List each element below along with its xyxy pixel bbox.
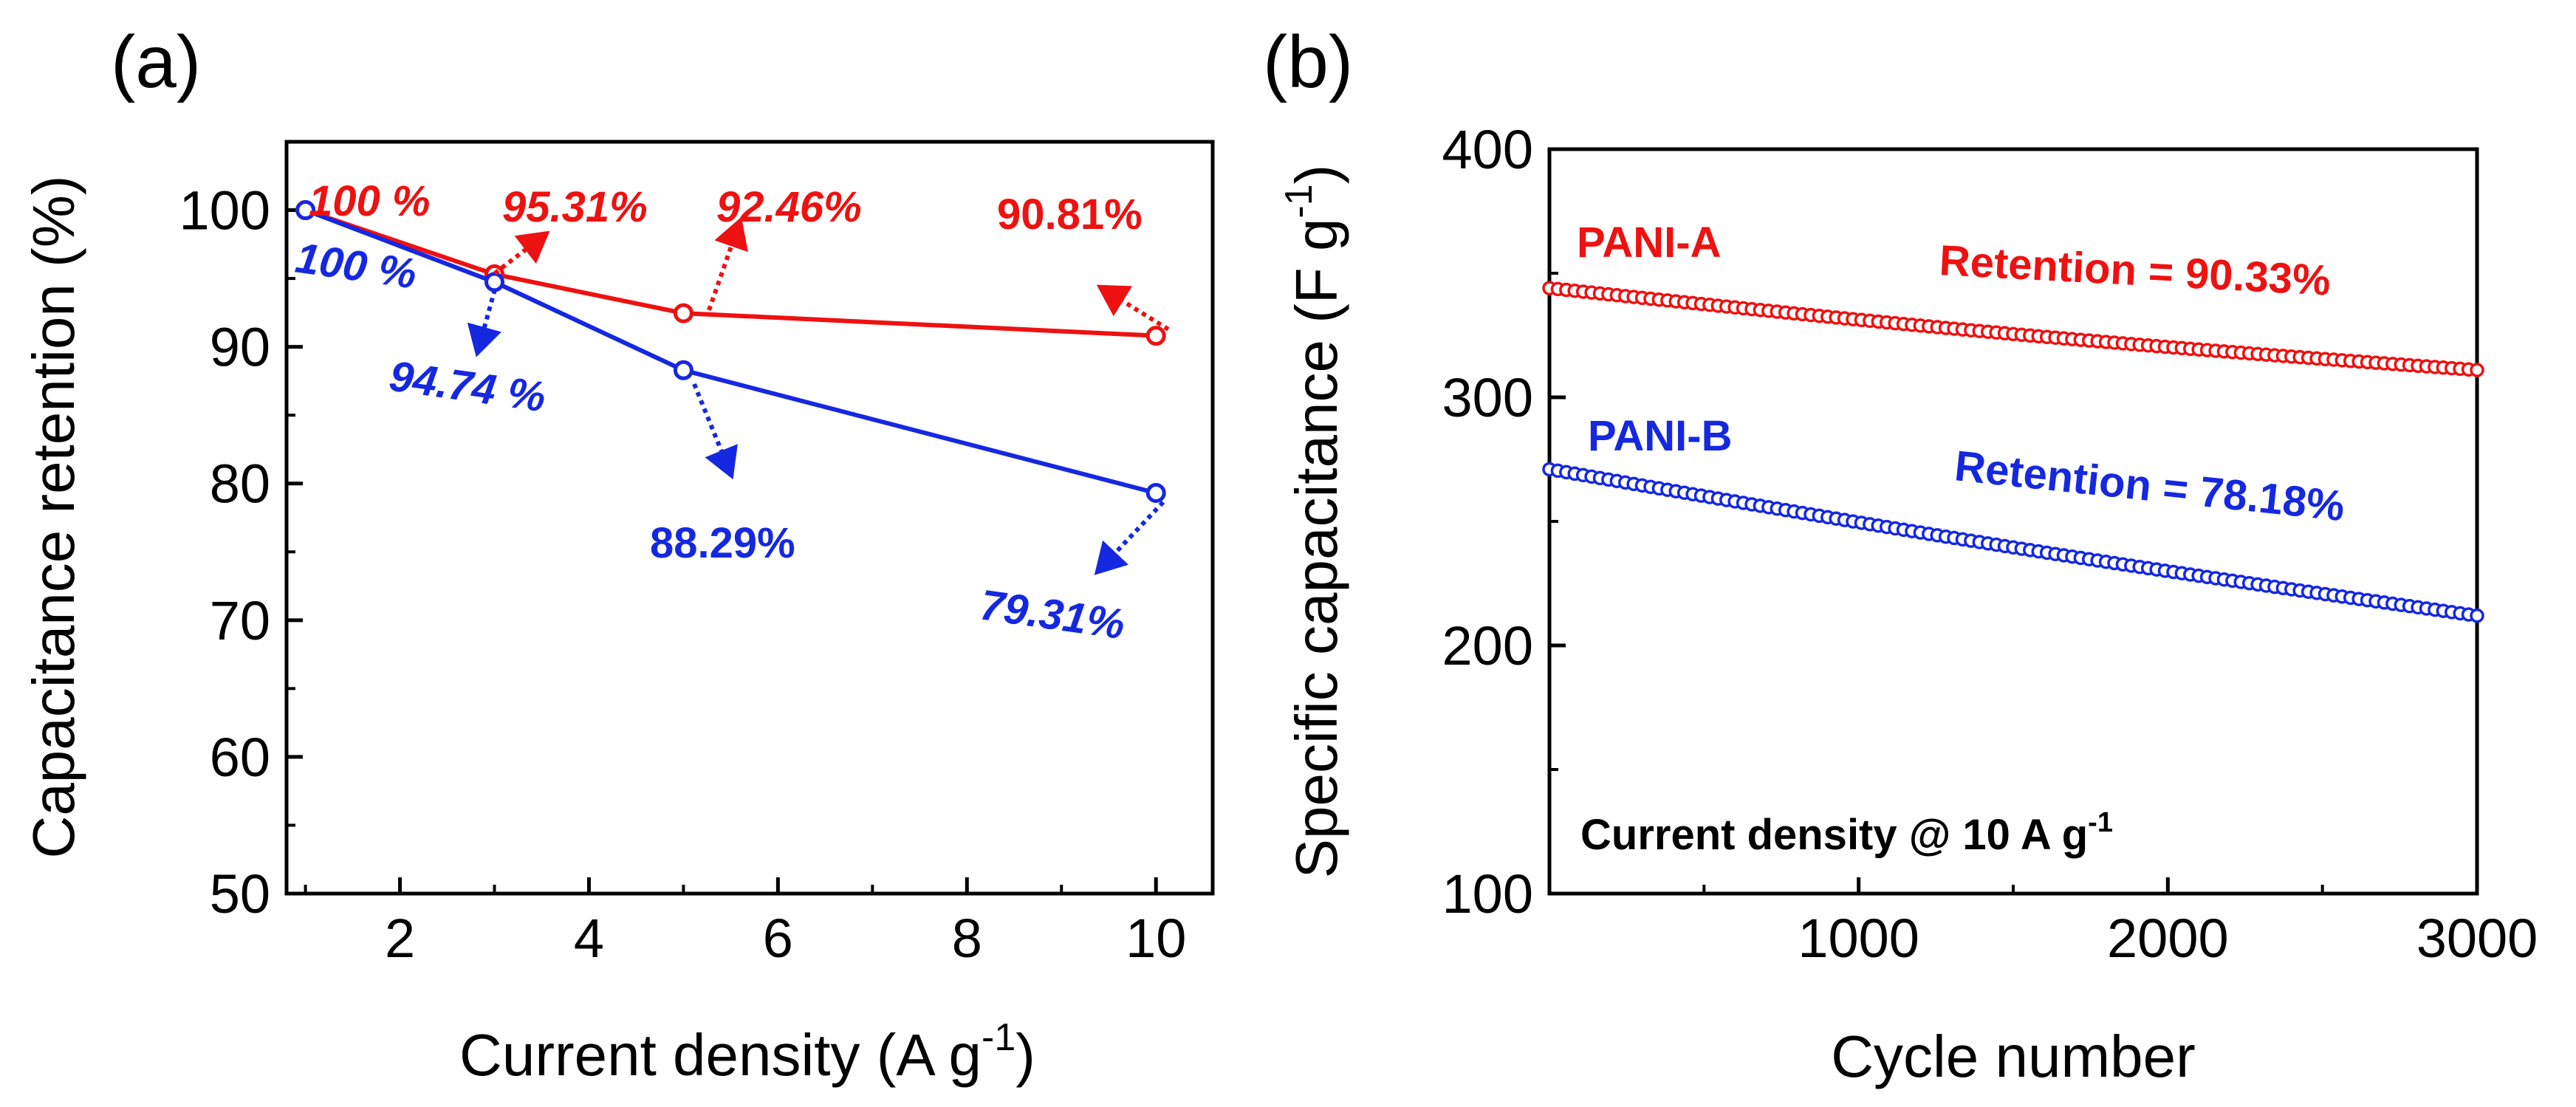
arrow-red-95 <box>493 230 550 275</box>
panel-b-x-tick-label: 2000 <box>2107 908 2229 969</box>
panel-a-x-tick-label: 6 <box>763 908 793 969</box>
current-density-annotation: Current density @ 10 A g-1 <box>1580 807 2113 859</box>
panel-a-point-pani-a <box>673 303 693 323</box>
panel-a-y-tick-label: 70 <box>210 590 270 651</box>
panel-a-y-axis-title: Capacitance retention (%) <box>21 176 86 859</box>
panel-a-x-title-end: ) <box>1015 1022 1035 1088</box>
panel-b-y-title-sup: -1 <box>1278 184 1320 218</box>
label-red-100: 100 % <box>309 177 430 225</box>
panel-a-x-tick-label: 2 <box>385 908 415 969</box>
panel-a-y-tick-label: 50 <box>210 863 270 925</box>
label-red-92: 92.46% <box>716 183 862 231</box>
panel-a-x-ticks: 2 4 6 8 10 <box>304 877 1186 969</box>
label-retention-b: Retention = 78.18% <box>1953 442 2347 530</box>
arrow-blue-79 <box>1094 500 1165 575</box>
panel-b-point-pani-a <box>2470 363 2484 377</box>
panel-a-x-tick-label: 8 <box>952 908 982 969</box>
panel-b-point-pani-b <box>2470 608 2484 623</box>
panel-a-x-title-main: Current density (A g <box>459 1022 982 1088</box>
panel-a-y-tick-label: 100 <box>179 180 270 241</box>
label-red-95: 95.31% <box>502 183 648 231</box>
label-red-90: 90.81% <box>997 191 1143 239</box>
arrow-red-92 <box>707 216 748 311</box>
panel-b: (b) 100 200 300 400 1000 2000 3000 Specific c… <box>1263 21 2538 1089</box>
panel-b-y-title-end: ) <box>1284 165 1349 185</box>
arrow-blue-88 <box>692 383 738 480</box>
panel-b-y-axis-title: Specific capacitance (F g-1) <box>1278 165 1349 879</box>
panel-a-x-axis-title: Current density (A g-1) <box>459 1016 1035 1088</box>
current-density-sup: -1 <box>2088 807 2113 838</box>
panel-b-y-tick-label: 300 <box>1442 367 1533 428</box>
panel-b-y-ticks: 100 200 300 400 <box>1442 119 1566 925</box>
arrow-blue-94 <box>467 289 502 357</box>
panel-a-y-tick-label: 80 <box>210 453 270 515</box>
panel-b-y-tick-label: 100 <box>1442 863 1533 925</box>
panel-b-label: (b) <box>1263 21 1353 103</box>
panel-b-x-tick-label: 3000 <box>2416 908 2538 969</box>
panel-b-x-ticks: 1000 2000 3000 <box>1702 877 2538 969</box>
panel-a-line-pani-b <box>304 208 1157 496</box>
label-blue-79: 79.31% <box>977 581 1128 649</box>
panel-a-point-pani-a <box>1145 326 1166 346</box>
panel-a-label: (a) <box>111 21 201 103</box>
panel-a-point-pani-b <box>484 272 505 292</box>
panel-a-x-tick-label: 10 <box>1126 908 1186 969</box>
panel-a-x-tick-label: 4 <box>574 908 604 969</box>
panel-b-y-tick-label: 200 <box>1442 615 1533 676</box>
panel-a-point-pani-b <box>295 200 316 221</box>
panel-a-x-title-sup: -1 <box>982 1016 1015 1059</box>
arrow-red-90 <box>1096 284 1170 332</box>
current-density-text: Current density @ 10 A g <box>1580 811 2088 859</box>
panel-a-line-pani-a <box>304 208 1157 338</box>
panel-b-y-tick-label: 400 <box>1442 119 1533 180</box>
label-retention-a: Retention = 90.33% <box>1938 236 2332 305</box>
panel-a-y-tick-label: 90 <box>210 317 270 378</box>
panel-b-x-axis-title: Cycle number <box>1831 1024 2196 1089</box>
label-pani-b: PANI-B <box>1588 412 1732 460</box>
panel-a-y-tick-label: 60 <box>210 727 270 788</box>
label-blue-88: 88.29% <box>650 519 795 567</box>
panel-a: (a) 50 60 70 80 90 100 2 4 6 8 10 Capacitance ret… <box>21 21 1215 1088</box>
panel-b-y-title-main: Specific capacitance (F g <box>1284 219 1349 879</box>
panel-a-arrows <box>467 216 1170 575</box>
panel-a-y-ticks: 50 60 70 80 90 100 <box>179 180 303 925</box>
panel-a-point-pani-b <box>1145 482 1166 503</box>
panel-b-series <box>1542 281 2484 623</box>
panel-a-series <box>295 200 1166 503</box>
panel-a-point-pani-b <box>673 360 693 380</box>
panel-b-x-tick-label: 1000 <box>1798 908 1919 969</box>
panel-a-frame <box>284 140 1215 896</box>
label-pani-a: PANI-A <box>1577 219 1721 267</box>
label-blue-94: 94.74 % <box>386 352 549 422</box>
